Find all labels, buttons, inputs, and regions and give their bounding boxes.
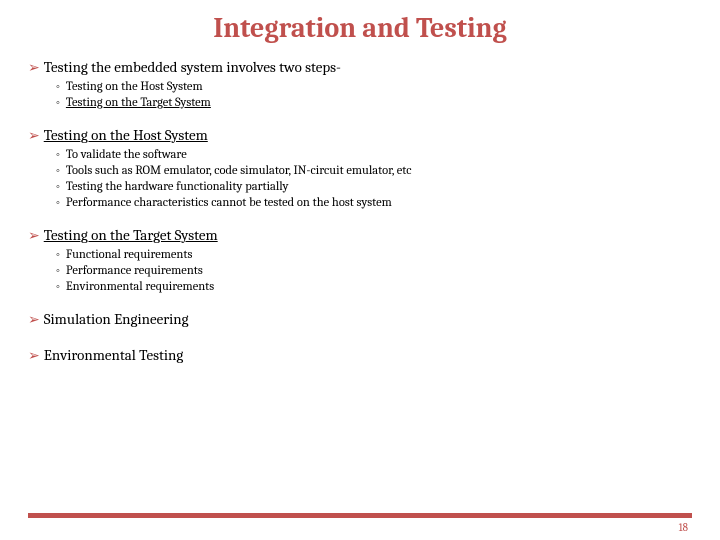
bullet-text: Tools such as ROM emulator, code simulat… (66, 164, 412, 178)
circle-icon: ◦ (56, 164, 60, 177)
spacer (28, 212, 692, 218)
spacer (28, 112, 692, 118)
bullet-text: Performance requirements (66, 264, 203, 278)
footer-accent-bar (28, 513, 692, 518)
arrow-icon: ➢ (28, 127, 40, 144)
bullet-l1: ➢ Environmental Testing (28, 346, 692, 364)
circle-icon: ◦ (56, 264, 60, 277)
bullet-l1: ➢ Testing on the Host System (28, 126, 692, 144)
slide-title: Integration and Testing (28, 12, 692, 44)
bullet-l1: ➢ Testing the embedded system involves t… (28, 58, 692, 76)
circle-icon: ◦ (56, 148, 60, 161)
bullet-text: Performance characteristics cannot be te… (66, 196, 392, 210)
bullet-text: Testing on the Target System (44, 226, 218, 244)
spacer (28, 332, 692, 338)
bullet-l2: ◦ Testing on the Host System (56, 80, 692, 94)
bullet-l2: ◦ To validate the software (56, 148, 692, 162)
circle-icon: ◦ (56, 80, 60, 93)
arrow-icon: ➢ (28, 59, 40, 76)
bullet-text: Environmental Testing (44, 346, 184, 364)
bullet-text: Testing the embedded system involves two… (44, 58, 341, 76)
bullet-text: Environmental requirements (66, 280, 214, 294)
arrow-icon: ➢ (28, 311, 40, 328)
bullet-l2: ◦ Environmental requirements (56, 280, 692, 294)
circle-icon: ◦ (56, 280, 60, 293)
bullet-l1: ➢ Simulation Engineering (28, 310, 692, 328)
arrow-icon: ➢ (28, 347, 40, 364)
bullet-l1: ➢ Testing on the Target System (28, 226, 692, 244)
bullet-l2: ◦ Tools such as ROM emulator, code simul… (56, 164, 692, 178)
circle-icon: ◦ (56, 196, 60, 209)
bullet-text: Functional requirements (66, 248, 192, 262)
bullet-l2: ◦ Testing on the Target System (56, 96, 692, 110)
bullet-l2: ◦ Functional requirements (56, 248, 692, 262)
bullet-text: Testing on the Host System (44, 126, 208, 144)
bullet-l2: ◦ Testing the hardware functionality par… (56, 180, 692, 194)
arrow-icon: ➢ (28, 227, 40, 244)
bullet-text: Testing on the Host System (66, 80, 203, 94)
slide-content: ➢ Testing the embedded system involves t… (28, 58, 692, 364)
bullet-l2: ◦ Performance requirements (56, 264, 692, 278)
spacer (28, 296, 692, 302)
bullet-text: Simulation Engineering (44, 310, 189, 328)
bullet-text: Testing on the Target System (66, 96, 211, 110)
page-number: 18 (679, 521, 688, 534)
circle-icon: ◦ (56, 248, 60, 261)
bullet-text: Testing the hardware functionality parti… (66, 180, 289, 194)
slide-container: Integration and Testing ➢ Testing the em… (0, 0, 720, 540)
circle-icon: ◦ (56, 96, 60, 109)
circle-icon: ◦ (56, 180, 60, 193)
bullet-text: To validate the software (66, 148, 187, 162)
bullet-l2: ◦ Performance characteristics cannot be … (56, 196, 692, 210)
